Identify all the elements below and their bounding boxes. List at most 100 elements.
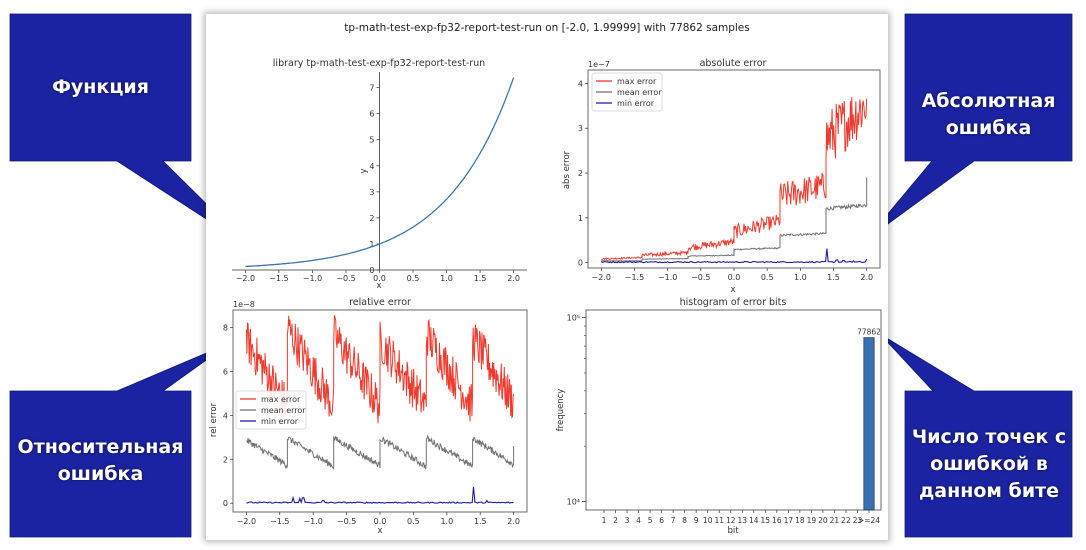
- x-tick-label: 0.5: [407, 517, 420, 526]
- x-tick-label: 10: [703, 516, 713, 525]
- x-tick-label: 8: [682, 516, 687, 525]
- y-tick-label: 0: [369, 266, 374, 275]
- min-error-line: [601, 248, 868, 264]
- abs-error-ylabel: abs error: [562, 150, 572, 189]
- function-plot-xlabel: x: [376, 281, 381, 291]
- x-tick-label: 15: [761, 516, 771, 525]
- x-tick-label: −0.5: [336, 274, 355, 283]
- x-tick-label: 1.5: [474, 274, 487, 283]
- x-tick-label: 6: [659, 516, 664, 525]
- y-tick-label: 7: [369, 84, 374, 93]
- x-tick-label: −1.5: [269, 274, 288, 283]
- bar-value-label: 77862: [857, 328, 881, 337]
- x-tick-label: 18: [795, 516, 805, 525]
- x-tick-label: 17: [784, 516, 794, 525]
- plot-frame: [585, 309, 882, 511]
- x-tick-label: −1.0: [303, 517, 322, 526]
- histogram-ylabel: frequency: [556, 389, 566, 432]
- y-tick-label: 0: [223, 499, 228, 508]
- x-tick-label: 16: [772, 516, 782, 525]
- legend-label-min: min error: [617, 99, 655, 108]
- x-tick-label: 1.0: [794, 273, 807, 282]
- x-tick-label: 3: [625, 516, 630, 525]
- y-tick-label: 8: [223, 324, 228, 333]
- x-tick-label: 5: [648, 516, 653, 525]
- callout-histogram-bubble: [879, 333, 1073, 538]
- callout-histogram-text: Число точек с ошибкой в данном бите: [911, 426, 1067, 502]
- y-tick-label: 6: [223, 367, 228, 376]
- y-tick-label: 1: [369, 240, 374, 249]
- mean-error-line: [246, 434, 515, 470]
- y-tick-label: 5: [369, 136, 374, 145]
- histogram-plot: histogram of error bits bit frequency 10…: [556, 297, 882, 536]
- x-tick-label: 9: [694, 516, 699, 525]
- legend-box: [591, 72, 663, 112]
- y-tick-label: 4: [578, 79, 583, 88]
- x-tick-label: 0.0: [374, 517, 387, 526]
- y-tick-label: 2: [578, 169, 583, 178]
- legend-label-max: max error: [261, 395, 301, 404]
- x-tick-label: 1.0: [440, 517, 453, 526]
- histogram-bar: [863, 337, 875, 511]
- x-tick-label: 13: [737, 516, 747, 525]
- y-tick-label: 0: [578, 259, 583, 268]
- x-tick-label: −1.5: [270, 517, 289, 526]
- x-tick-label: >=24: [858, 516, 880, 525]
- abs-error-multiplier: 1e−7: [588, 60, 610, 69]
- x-tick-label: 4: [636, 516, 641, 525]
- x-tick-label: 1: [602, 516, 607, 525]
- y-tick-label: 4: [223, 411, 228, 420]
- x-tick-label: 1.5: [827, 273, 840, 282]
- y-tick-label: 6: [369, 110, 374, 119]
- x-tick-label: 2.0: [507, 274, 520, 283]
- x-tick-label: 20: [818, 516, 828, 525]
- mean-error-line: [601, 177, 868, 262]
- x-tick-label: 14: [749, 516, 759, 525]
- abs-error-title: absolute error: [700, 58, 767, 69]
- callout-absolute-text: Абсолютная ошибка: [921, 90, 1056, 139]
- function-plot-ylabel: y: [359, 168, 369, 173]
- x-tick-label: 1.0: [440, 274, 453, 283]
- callout-relative-text: Относительная ошибка: [17, 436, 184, 485]
- max-error-line: [601, 97, 868, 261]
- x-tick-label: 23: [853, 516, 863, 525]
- callout-absolute-bubble: [865, 13, 1073, 241]
- x-tick-label: 7: [671, 516, 676, 525]
- rel-error-ylabel: rel error: [209, 402, 219, 437]
- legend-label-mean: mean error: [261, 406, 306, 415]
- x-tick-label: 0.0: [373, 274, 386, 283]
- y-tick-label: 3: [369, 188, 374, 197]
- x-tick-label: 2.0: [860, 273, 873, 282]
- histogram-title: histogram of error bits: [680, 297, 787, 308]
- x-tick-label: −2.0: [592, 273, 611, 282]
- callout-relative-bubble: [9, 342, 231, 538]
- x-tick-label: 11: [714, 516, 724, 525]
- rel-error-multiplier: 1e−8: [233, 300, 255, 309]
- x-tick-label: 1.5: [474, 517, 487, 526]
- y-tick-label: 2: [369, 214, 374, 223]
- legend-label-max: max error: [617, 77, 657, 86]
- x-tick-label: −2.0: [237, 517, 256, 526]
- y-tick-label: 4: [369, 162, 374, 171]
- figure-title: tp-math-test-exp-fp32-report-test-run on…: [344, 22, 750, 34]
- abs-error-xlabel: x: [730, 285, 735, 295]
- x-tick-label: −2.0: [236, 274, 255, 283]
- x-tick-label: 12: [726, 516, 736, 525]
- y-tick-label: 3: [578, 124, 583, 133]
- rel-error-xlabel: x: [377, 526, 382, 536]
- callout-function-text: Функция: [52, 76, 149, 98]
- x-tick-label: 2.0: [507, 517, 520, 526]
- matplotlib-figure: [206, 14, 888, 540]
- legend-label-mean: mean error: [617, 88, 662, 97]
- x-tick-label: 0.0: [728, 273, 741, 282]
- max-error-line: [245, 315, 515, 424]
- legend-label-min: min error: [261, 417, 299, 426]
- y-tick-label: 2: [223, 455, 228, 464]
- y-tick-label: 10⁵: [567, 314, 580, 323]
- x-tick-label: −1.0: [658, 273, 677, 282]
- x-tick-label: 22: [841, 516, 851, 525]
- x-tick-label: 2: [613, 516, 618, 525]
- exp-function-line: [245, 77, 515, 268]
